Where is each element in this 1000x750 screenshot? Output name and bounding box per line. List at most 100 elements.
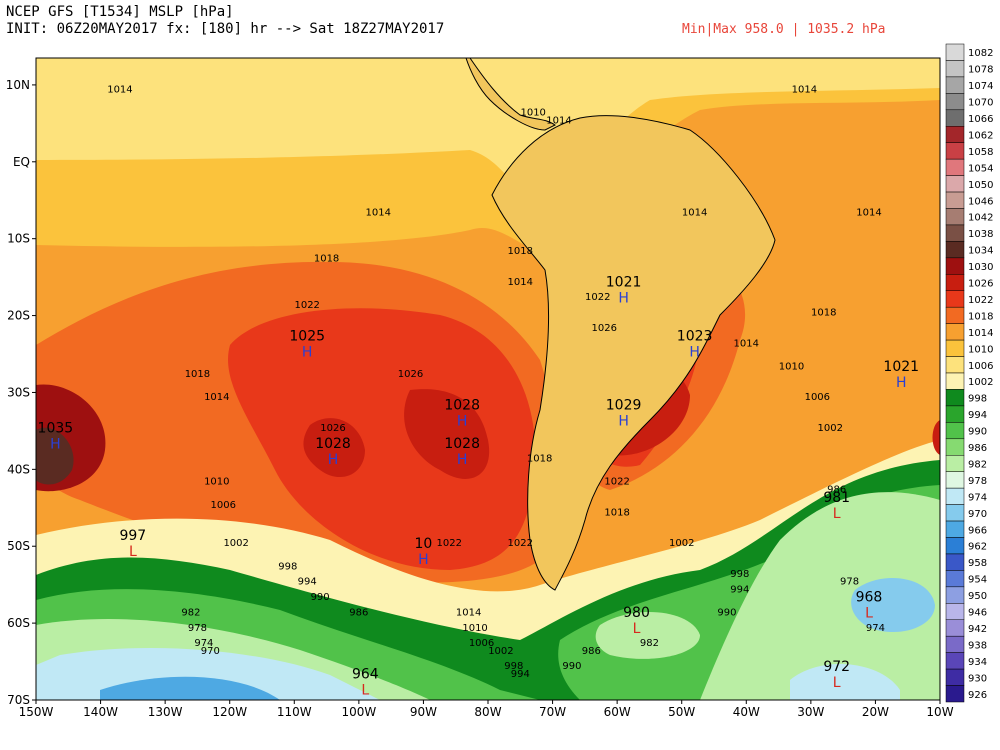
isobar-label: 1002 bbox=[669, 538, 694, 549]
axis-ticks bbox=[32, 84, 941, 704]
isobar-label: 998 bbox=[278, 561, 297, 572]
low-center-symbol: L bbox=[833, 675, 841, 691]
isobar-label: 1026 bbox=[398, 369, 423, 380]
isobar-label: 978 bbox=[188, 623, 207, 634]
colorbar-label: 1082 bbox=[968, 48, 993, 59]
isobar-label: 990 bbox=[562, 661, 581, 672]
isobar-label: 1022 bbox=[437, 538, 462, 549]
isobar-label: 986 bbox=[582, 646, 601, 657]
isobar-label: 1014 bbox=[107, 85, 132, 96]
low-center-value: 980 bbox=[623, 605, 650, 621]
high-center-value: 1035 bbox=[38, 421, 74, 437]
isobar-label: 982 bbox=[181, 607, 200, 618]
fill-982-atlantic bbox=[700, 492, 940, 700]
isobar-label: 1006 bbox=[211, 500, 236, 511]
low-center-value: 972 bbox=[823, 659, 850, 675]
lon-label: 20W bbox=[862, 705, 889, 719]
isobar-label: 990 bbox=[311, 592, 330, 603]
high-center-value: 1028 bbox=[444, 398, 480, 414]
lon-label: 10W bbox=[926, 705, 953, 719]
fill-962-west bbox=[100, 676, 280, 700]
colorbar-label: 1058 bbox=[968, 147, 993, 158]
colorbar-swatch bbox=[945, 290, 965, 308]
colorbar-label: 1038 bbox=[968, 229, 993, 240]
low-center-symbol: L bbox=[833, 506, 841, 522]
isobar-label: 994 bbox=[730, 584, 749, 595]
colorbar-label: 1054 bbox=[968, 163, 993, 174]
land-south-america bbox=[491, 115, 776, 591]
isobar-label: 1026 bbox=[320, 423, 345, 434]
colorbar-swatch bbox=[945, 306, 965, 324]
high-center-symbol: H bbox=[50, 437, 61, 453]
isobar-label: 1018 bbox=[604, 507, 629, 518]
colorbar-swatch bbox=[945, 685, 965, 703]
colorbar-label: 1022 bbox=[968, 295, 993, 306]
colorbar-swatch bbox=[945, 60, 965, 78]
lat-label: 20S bbox=[7, 309, 30, 323]
isobar-label: 1022 bbox=[294, 300, 319, 311]
high-center-value: 1028 bbox=[315, 436, 351, 452]
isobar-label: 1014 bbox=[456, 607, 481, 618]
colorbar-label: 1046 bbox=[968, 196, 993, 207]
isobar-label: 1006 bbox=[805, 392, 830, 403]
isobar-label: 990 bbox=[717, 607, 736, 618]
map-plot-area bbox=[36, 58, 940, 700]
high-center-symbol: H bbox=[618, 291, 629, 307]
min-max-readout: Min|Max 958.0 | 1035.2 hPa bbox=[682, 22, 886, 37]
low-center-value: 981 bbox=[823, 490, 850, 506]
land-central-america bbox=[465, 58, 556, 131]
isobar-label: 1022 bbox=[508, 538, 533, 549]
colorbar-swatch bbox=[945, 372, 965, 390]
lon-label: 100W bbox=[341, 705, 376, 719]
isobar-label: 1018 bbox=[314, 254, 339, 265]
colorbar-label: 974 bbox=[968, 492, 987, 503]
isobar-label: 1010 bbox=[204, 477, 229, 488]
high-center-symbol: H bbox=[689, 344, 700, 360]
colorbar-label: 934 bbox=[968, 657, 987, 668]
colorbar-label: 946 bbox=[968, 608, 987, 619]
fill-972-low bbox=[790, 663, 900, 700]
title-line-1: NCEP GFS [T1534] MSLP [hPa] bbox=[6, 4, 234, 20]
lon-label: 150W bbox=[19, 705, 54, 719]
lat-label: 40S bbox=[7, 462, 30, 476]
colorbar-swatch bbox=[945, 274, 965, 291]
isobar-label: 1018 bbox=[508, 246, 533, 257]
colorbar-swatch bbox=[945, 570, 965, 588]
colorbar-swatch bbox=[945, 471, 965, 489]
colorbar-label: 1070 bbox=[968, 98, 993, 109]
colorbar-label: 1078 bbox=[968, 65, 993, 76]
colorbar-label: 1042 bbox=[968, 213, 993, 224]
isobar-label: 1014 bbox=[366, 208, 391, 219]
isobar-label: 1002 bbox=[818, 423, 843, 434]
colorbar-label: 990 bbox=[968, 427, 987, 438]
isobar-label: 998 bbox=[504, 661, 523, 672]
high-center-symbol: H bbox=[418, 552, 429, 568]
high-center-value: 1029 bbox=[606, 398, 642, 414]
colorbar-swatch bbox=[945, 537, 965, 555]
lon-label: 70W bbox=[539, 705, 566, 719]
colorbar-label: 958 bbox=[968, 558, 987, 569]
isobar-label: 1022 bbox=[604, 477, 629, 488]
colorbar-swatch bbox=[945, 224, 965, 242]
isobar-label: 1014 bbox=[856, 208, 881, 219]
high-center-symbol: H bbox=[618, 414, 629, 430]
colorbar-swatch bbox=[945, 438, 965, 456]
high-center-symbol: H bbox=[302, 344, 313, 360]
colorbar-label: 1074 bbox=[968, 81, 993, 92]
high-center-value: 1021 bbox=[606, 275, 642, 291]
high-center-value: 1025 bbox=[289, 328, 325, 344]
colorbar-swatch bbox=[945, 43, 965, 61]
lon-label: 130W bbox=[148, 705, 183, 719]
low-center-symbol: L bbox=[865, 606, 873, 622]
isobar-label: 1014 bbox=[682, 208, 707, 219]
colorbar-swatch bbox=[945, 389, 965, 407]
colorbar-label: 1014 bbox=[968, 328, 993, 339]
high-center-value: 10 bbox=[415, 536, 433, 552]
isobar-label: 1010 bbox=[520, 108, 545, 119]
lat-label: 60S bbox=[7, 616, 30, 630]
colorbar-swatch bbox=[945, 520, 965, 538]
colorbar-label: 938 bbox=[968, 640, 987, 651]
fill-1038-west bbox=[36, 427, 74, 485]
map-title: NCEP GFS [T1534] MSLP [hPa] INIT: 06Z20M… bbox=[6, 4, 444, 38]
